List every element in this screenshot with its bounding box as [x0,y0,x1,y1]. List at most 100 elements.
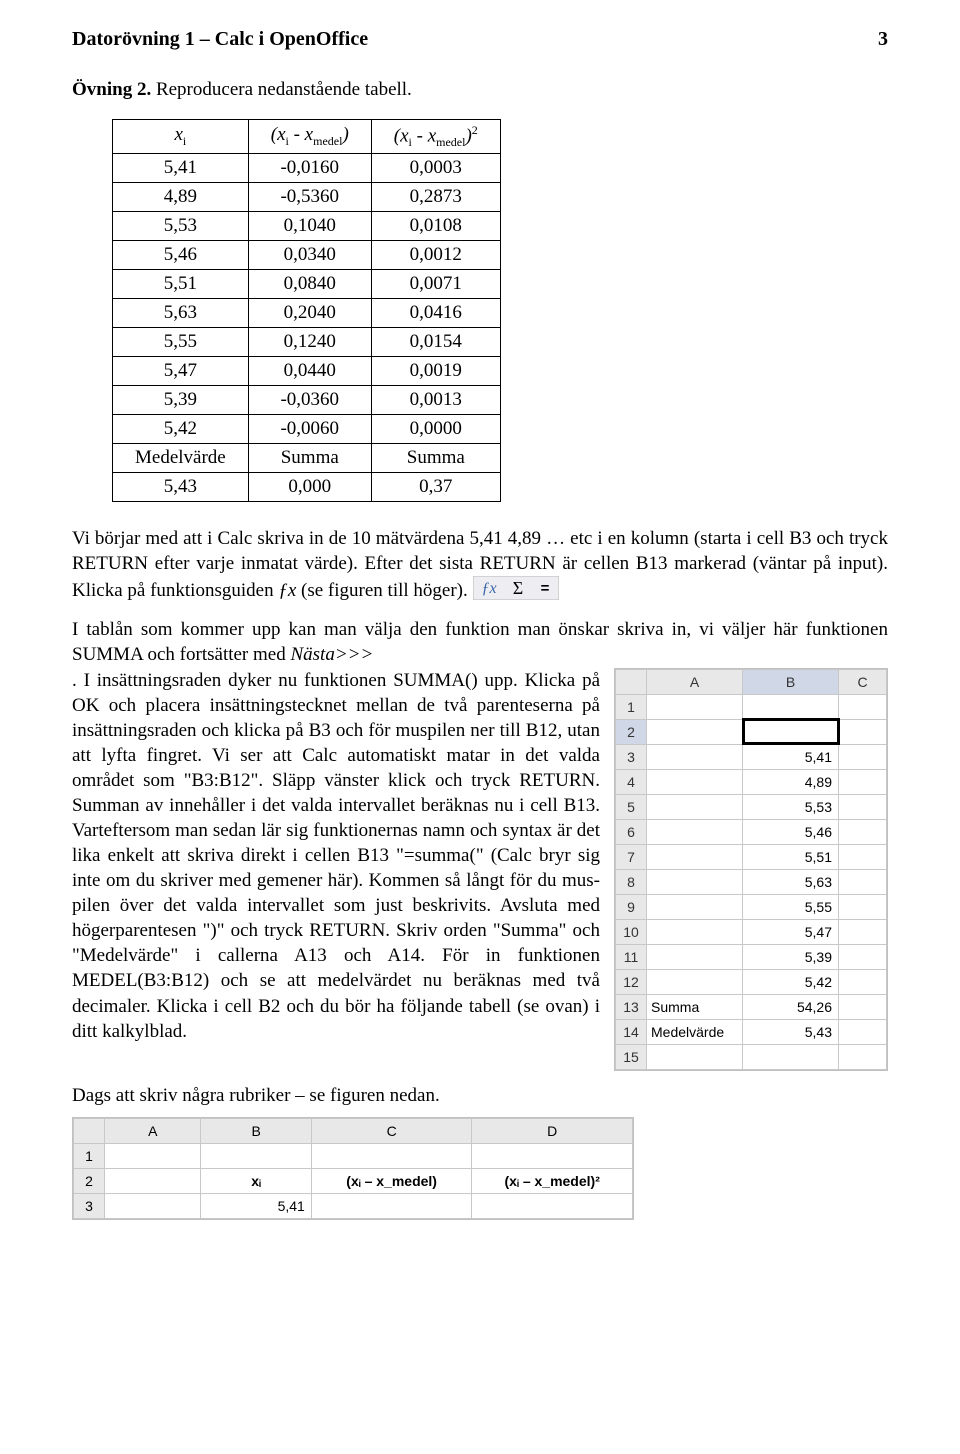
sheet1-rowhdr[interactable]: 8 [616,869,647,894]
table-cell: 5,41 [113,154,249,183]
sheet1-cell[interactable]: 5,53 [743,794,839,819]
sheet1-rowhdr[interactable]: 3 [616,744,647,769]
sheet1-rowhdr[interactable]: 7 [616,844,647,869]
col-header-diff-sq: (xi - xmedel)2 [371,120,500,154]
sheet1-cell[interactable] [839,769,887,794]
table-cell: 5,46 [113,241,249,270]
sheet2-col-D[interactable]: D [472,1118,633,1143]
footer-instruction: Dags att skriv några rubriker – se figur… [72,1085,888,1107]
sheet1-cell[interactable]: 5,41 [743,744,839,769]
sheet1-cell[interactable] [647,969,743,994]
sheet1-cell[interactable]: 5,42 [743,969,839,994]
sheet2-rowhdr-3[interactable]: 3 [74,1193,105,1218]
sheet2-col-A[interactable]: A [105,1118,201,1143]
sheet1-rowhdr[interactable]: 2 [616,719,647,744]
sheet1-rowhdr[interactable]: 13 [616,994,647,1019]
sheet1-row: 75,51 [616,844,887,869]
sheet1-cell[interactable] [839,969,887,994]
table-row: 5,42-0,00600,0000 [113,415,501,444]
table-cell: 5,47 [113,357,249,386]
sheet1-cell[interactable] [743,719,839,744]
sheet2-cell[interactable] [311,1193,472,1218]
sheet1-cell[interactable]: 5,46 [743,819,839,844]
sheet2-cell[interactable] [472,1143,633,1168]
sheet1-cell[interactable] [743,694,839,719]
sheet1-cell[interactable] [647,719,743,744]
svg-text:Σ: Σ [512,578,522,598]
sheet2-cell-header-diff[interactable]: (xᵢ – x_medel) [311,1168,472,1193]
table-cell: 0,0013 [371,386,500,415]
sheet1-cell[interactable] [839,694,887,719]
sheet2-rowhdr-2[interactable]: 2 [74,1168,105,1193]
sheet1-col-A[interactable]: A [647,669,743,694]
sheet2-cell[interactable] [472,1193,633,1218]
sheet2-cell[interactable] [311,1143,472,1168]
sheet1-cell[interactable] [647,944,743,969]
sheet1-cell[interactable] [839,994,887,1019]
fx-toolbar-icon: ƒx Σ = [473,576,559,607]
sheet2-cell[interactable] [201,1143,311,1168]
sheet1-cell[interactable] [839,894,887,919]
sheet1-col-C[interactable]: C [839,669,887,694]
para1-text-b: (se figuren till höger). [296,580,467,601]
sheet1-cell[interactable]: 5,39 [743,944,839,969]
sheet1-rowhdr[interactable]: 1 [616,694,647,719]
sheet1-cell[interactable]: 5,47 [743,919,839,944]
sheet1-rowhdr[interactable]: 15 [616,1044,647,1069]
sheet1-cell[interactable] [647,819,743,844]
sheet1-cell[interactable] [839,719,887,744]
sheet1-cell[interactable] [647,919,743,944]
sheet1-rowhdr[interactable]: 12 [616,969,647,994]
sheet1-cell[interactable] [839,744,887,769]
sheet1-rowhdr[interactable]: 10 [616,919,647,944]
sheet1-cell[interactable] [647,794,743,819]
sheet1-cell[interactable] [839,944,887,969]
sheet1-rowhdr[interactable]: 9 [616,894,647,919]
sheet1-cell[interactable] [647,694,743,719]
sheet1-rowhdr[interactable]: 14 [616,1019,647,1044]
sheet1-cell[interactable] [839,794,887,819]
sheet1-cell[interactable] [839,1044,887,1069]
sheet1-cell[interactable]: 54,26 [743,994,839,1019]
sheet1-rowhdr[interactable]: 5 [616,794,647,819]
sheet1-cell[interactable] [647,869,743,894]
sheet2-cell[interactable] [105,1143,201,1168]
sheet1-cell[interactable]: 4,89 [743,769,839,794]
sheet2-cell[interactable] [105,1193,201,1218]
sheet1-rowhdr[interactable]: 6 [616,819,647,844]
sheet1-cell[interactable] [647,894,743,919]
sheet1-cell[interactable] [647,744,743,769]
sheet1-cell[interactable] [647,1044,743,1069]
sheet1-cell[interactable] [743,1044,839,1069]
table-cell: 0,0108 [371,212,500,241]
sheet1-cell[interactable]: 5,55 [743,894,839,919]
sheet1-cell[interactable]: Summa [647,994,743,1019]
sheet1-cell[interactable] [839,1019,887,1044]
sheet1-cell[interactable]: 5,63 [743,869,839,894]
exercise-instruction: Reproducera nedanstående tabell. [156,79,412,100]
sheet2-col-C[interactable]: C [311,1118,472,1143]
sheet1-row: 13Summa54,26 [616,994,887,1019]
sheet1-col-B[interactable]: B [743,669,839,694]
sheet1-cell[interactable] [839,819,887,844]
sheet1-cell[interactable] [647,844,743,869]
sheet2-col-B[interactable]: B [201,1118,311,1143]
sheet2-col-headers: A B C D [74,1118,633,1143]
sheet1-cell[interactable]: Medelvärde [647,1019,743,1044]
sheet1-cell[interactable] [839,869,887,894]
sheet2-cell-b3[interactable]: 5,41 [201,1193,311,1218]
sheet1-cell[interactable]: 5,51 [743,844,839,869]
sheet2-cell-header-diffsq[interactable]: (xᵢ – x_medel)² [472,1168,633,1193]
sheet1-cell[interactable] [839,919,887,944]
sheet1-rowhdr[interactable]: 11 [616,944,647,969]
sheet2-cell-header-xi[interactable]: xᵢ [201,1168,311,1193]
sheet2-rowhdr-1[interactable]: 1 [74,1143,105,1168]
sheet2-cell[interactable] [105,1168,201,1193]
sheet1-cell[interactable] [647,769,743,794]
table-cell: 5,43 [113,473,249,502]
table-cell: 0,0003 [371,154,500,183]
sheet1-cell[interactable]: 5,43 [743,1019,839,1044]
sheet1-row: 2 [616,719,887,744]
sheet1-rowhdr[interactable]: 4 [616,769,647,794]
sheet1-cell[interactable] [839,844,887,869]
